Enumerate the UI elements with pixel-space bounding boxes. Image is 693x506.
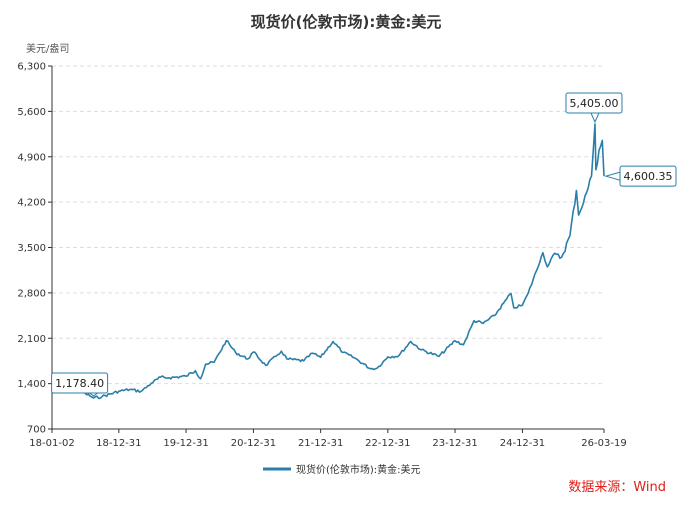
x-tick-label: 26-03-19 — [581, 438, 626, 449]
x-tick-label: 19-12-31 — [163, 438, 208, 449]
y-tick-label: 700 — [27, 425, 46, 436]
x-tick-label: 24-12-31 — [500, 438, 545, 449]
callout-pointer — [590, 112, 600, 124]
callout-box — [619, 165, 677, 187]
callout-label: 1,178.40 — [55, 377, 104, 390]
y-tick-label: 1,400 — [17, 379, 46, 390]
y-tick-labels: 6,300 5,600 4,900 4,200 3,500 2,800 2,100 1,400… — [17, 62, 46, 436]
x-tick-label: 21-12-31 — [298, 438, 343, 449]
legend[interactable]: 现货价(伦敦市场):黄金:美元 — [263, 463, 421, 476]
series-line-gold — [51, 123, 605, 400]
callout: 4,600.35 — [604, 165, 677, 187]
x-tick-label: 18-01-02 — [29, 438, 74, 449]
x-tick-label: 23-12-31 — [432, 438, 477, 449]
callouts: 1,178.40 5,405.00 4,600.35 — [51, 92, 677, 397]
y-axis-unit: 美元/盎司 — [26, 42, 69, 55]
series-lines — [51, 123, 605, 400]
x-tick-label: 20-12-31 — [231, 438, 276, 449]
data-source-note: 数据来源：Wind — [568, 480, 666, 495]
y-tick-label: 6,300 — [17, 62, 46, 73]
callout-label: 5,405.00 — [569, 97, 618, 110]
callout-pointer — [604, 171, 621, 181]
y-tick-label: 2,800 — [17, 288, 46, 299]
y-tick-label: 2,100 — [17, 334, 46, 345]
grid-lines — [52, 65, 604, 385]
chart-title: 现货价(伦敦市场):黄金:美元 — [251, 13, 442, 31]
callout: 5,405.00 — [565, 92, 623, 124]
y-tick-label: 4,200 — [17, 198, 46, 209]
axes — [48, 65, 605, 433]
callout-box — [51, 372, 109, 394]
callout: 1,178.40 — [51, 372, 109, 397]
legend-label: 现货价(伦敦市场):黄金:美元 — [296, 463, 421, 476]
callout-label: 4,600.35 — [624, 170, 673, 183]
callout-box — [565, 92, 623, 114]
y-tick-label: 5,600 — [17, 107, 46, 118]
x-tick-label: 18-12-31 — [96, 438, 141, 449]
y-tick-label: 4,900 — [17, 152, 46, 163]
x-tick-label: 22-12-31 — [365, 438, 410, 449]
y-tick-label: 3,500 — [17, 243, 46, 254]
x-tick-labels: 18-01-02 18-12-31 19-12-31 20-12-31 21-12-31… — [29, 438, 626, 449]
